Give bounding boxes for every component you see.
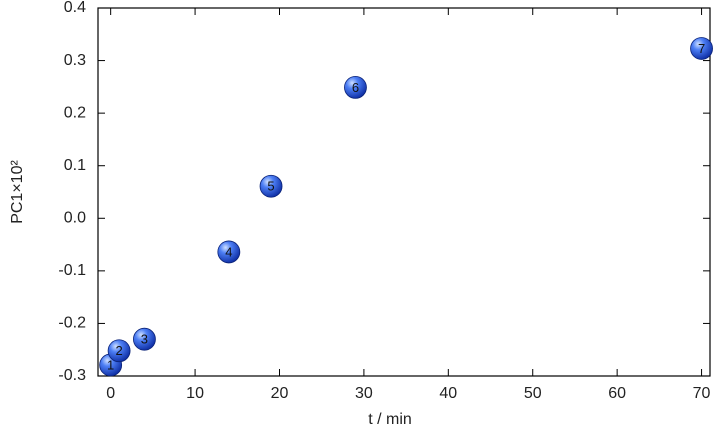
x-tick-label: 40 <box>439 385 457 402</box>
point-label: 2 <box>115 343 122 358</box>
point-label: 6 <box>352 80 359 95</box>
y-tick-label: -0.3 <box>58 367 86 384</box>
x-tick-label: 60 <box>608 385 626 402</box>
point-label: 7 <box>698 41 705 56</box>
y-tick-label: 0.1 <box>64 157 86 174</box>
point-label: 5 <box>267 179 274 194</box>
y-axis-label: PC1×10² <box>9 160 26 224</box>
y-tick-label: -0.1 <box>58 262 86 279</box>
x-tick-label: 70 <box>693 385 711 402</box>
plot-frame <box>97 7 711 377</box>
y-tick-label: 0.2 <box>64 104 86 121</box>
point <box>690 37 713 60</box>
point <box>259 174 283 198</box>
point-label: 1 <box>107 357 114 372</box>
point <box>107 339 131 363</box>
point-label: 3 <box>141 332 148 347</box>
point-label: 4 <box>225 244 232 259</box>
x-axis-label: t / min <box>368 411 412 428</box>
x-tick-label: 0 <box>106 385 115 402</box>
x-tick-label: 50 <box>524 385 542 402</box>
x-tick-label: 20 <box>271 385 289 402</box>
y-tick-label: 0.3 <box>64 52 86 69</box>
x-tick-label: 10 <box>186 385 204 402</box>
point <box>217 240 241 264</box>
y-tick-label: 0.4 <box>64 0 86 16</box>
y-tick-label: -0.2 <box>58 315 86 332</box>
point <box>344 75 367 99</box>
point <box>133 327 156 351</box>
x-tick-label: 30 <box>355 385 373 402</box>
y-tick-label: 0.0 <box>64 210 86 227</box>
